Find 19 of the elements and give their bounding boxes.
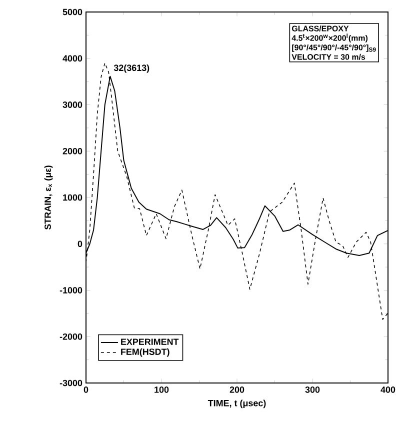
y-tick-label: -1000 <box>60 287 82 294</box>
annotation: 32(3613) <box>114 64 150 73</box>
x-tick-label: 100 <box>154 386 169 393</box>
y-tick-label: 4000 <box>62 55 82 62</box>
y-tick-label: -2000 <box>60 333 82 340</box>
y-tick-label: 5000 <box>62 8 82 16</box>
x-tick-label: 400 <box>380 386 396 393</box>
y-tick-label: 1000 <box>63 194 82 201</box>
y-tick-label: -3000 <box>60 380 82 386</box>
y-axis-title: STRAIN, ε$_{x}$ (με) <box>44 166 53 230</box>
y-tick-label: 0 <box>78 240 82 248</box>
legend-label: EXPERIMENT <box>121 338 179 345</box>
y-tick-label: 3000 <box>62 102 82 108</box>
x-axis-title: TIME, t (μsec) <box>208 400 266 408</box>
x-tick-label: 200 <box>230 386 244 393</box>
x-tick-label: 0 <box>84 386 88 393</box>
x-tick-label: 300 <box>305 386 320 393</box>
y-tick-label: 2000 <box>62 148 82 154</box>
legend-label: FEM(HSDT) <box>121 348 170 357</box>
